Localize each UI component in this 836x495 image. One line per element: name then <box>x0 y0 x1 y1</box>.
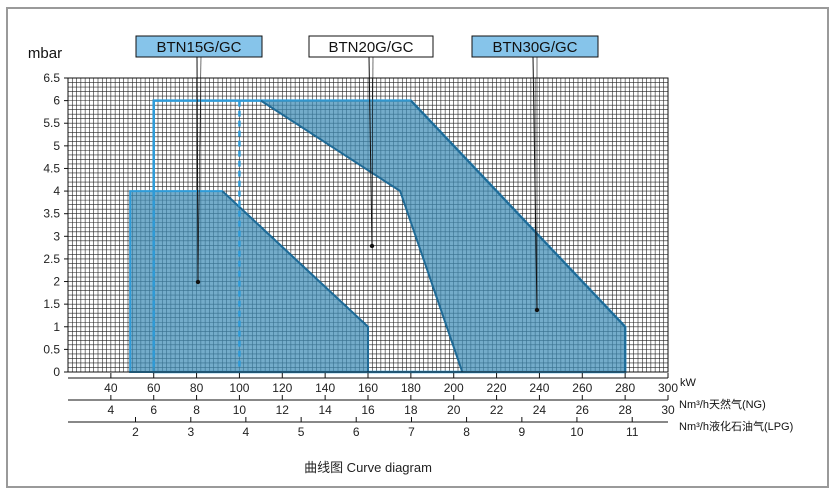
x-tick-label: 2 <box>132 425 139 439</box>
leader-line <box>532 56 538 311</box>
y-tick-label: 2.5 <box>43 252 60 266</box>
y-tick-label: 6 <box>53 94 60 108</box>
x-tick-label: 40 <box>104 381 118 395</box>
x-tick-label: 3 <box>187 425 194 439</box>
chart-frame <box>6 7 829 488</box>
leader-dot <box>369 243 375 249</box>
x-tick-label: 8 <box>193 403 200 417</box>
series-label-box <box>471 35 599 58</box>
x-tick-label: 6 <box>353 425 360 439</box>
x-tick-label: 120 <box>272 381 292 395</box>
leader-dot <box>195 279 201 285</box>
x-tick-label: 9 <box>519 425 526 439</box>
leader-line <box>197 56 202 283</box>
y-tick-label: 2 <box>53 275 60 289</box>
x-tick-label: 240 <box>529 381 549 395</box>
series-label-box <box>308 35 434 58</box>
x-tick-label: 180 <box>401 381 421 395</box>
y-tick-label: 1 <box>53 320 60 334</box>
x-tick-label: 10 <box>233 403 247 417</box>
x-tick-label: 220 <box>487 381 507 395</box>
y-tick-label: 6.5 <box>43 71 60 85</box>
y-tick-label: 3 <box>53 229 60 243</box>
series-label: BTN20G/GC <box>328 39 413 56</box>
x-tick-label: 20 <box>447 403 461 417</box>
y-tick-label: 1.5 <box>43 297 60 311</box>
x-axis-unit: Nm³/h天然气(NG) <box>679 397 766 411</box>
series-BTN30-curve <box>410 99 627 372</box>
x-axis-unit: Nm³/h液化石油气(LPG) <box>679 419 793 433</box>
y-tick-label: 3.5 <box>43 207 60 221</box>
x-tick-label: 14 <box>318 403 332 417</box>
series-BTN30-area <box>260 100 626 372</box>
x-tick-label: 28 <box>618 403 632 417</box>
x-tick-label: 30 <box>661 403 675 417</box>
x-tick-label: 4 <box>108 403 115 417</box>
leader-line <box>371 56 374 247</box>
y-tick-label: 0 <box>53 365 60 379</box>
y-tick-label: 5 <box>53 139 60 153</box>
y-tick-label: 4.5 <box>43 161 60 175</box>
series-label: BTN30G/GC <box>492 39 577 56</box>
leader-dot <box>534 307 540 313</box>
y-tick-label: 0.5 <box>43 342 60 356</box>
x-tick-label: 7 <box>408 425 415 439</box>
series-BTN20-curve <box>260 99 464 373</box>
x-tick-label: 10 <box>570 425 584 439</box>
y-tick-label: 4 <box>53 184 60 198</box>
leader-line <box>368 56 373 247</box>
x-tick-label: 22 <box>490 403 504 417</box>
x-tick-label: 8 <box>463 425 470 439</box>
x-tick-label: 12 <box>276 403 290 417</box>
x-axis-unit: kW <box>680 377 697 389</box>
x-tick-label: 11 <box>626 425 639 439</box>
x-tick-label: 4 <box>243 425 250 439</box>
x-tick-label: 300 <box>658 381 678 395</box>
chart-caption: 曲线图 Curve diagram <box>304 460 432 475</box>
series-label-box <box>135 35 263 58</box>
x-tick-label: 140 <box>315 381 335 395</box>
x-tick-label: 260 <box>572 381 592 395</box>
y-tick-label: 5.5 <box>43 116 60 130</box>
x-tick-label: 6 <box>150 403 157 417</box>
series-label: BTN15G/GC <box>156 39 241 56</box>
plot-border <box>67 77 669 373</box>
leader-line <box>196 56 199 283</box>
x-tick-label: 200 <box>444 381 464 395</box>
x-tick-label: 280 <box>615 381 635 395</box>
y-axis-label: mbar <box>28 45 62 62</box>
x-tick-label: 18 <box>404 403 418 417</box>
x-tick-label: 24 <box>533 403 547 417</box>
x-tick-label: 160 <box>358 381 378 395</box>
x-tick-label: 5 <box>298 425 305 439</box>
x-tick-label: 100 <box>229 381 249 395</box>
x-tick-label: 16 <box>361 403 375 417</box>
x-tick-label: 80 <box>190 381 204 395</box>
x-tick-label: 26 <box>576 403 590 417</box>
x-tick-label: 60 <box>147 381 161 395</box>
series-BTN15-curve <box>221 190 369 372</box>
